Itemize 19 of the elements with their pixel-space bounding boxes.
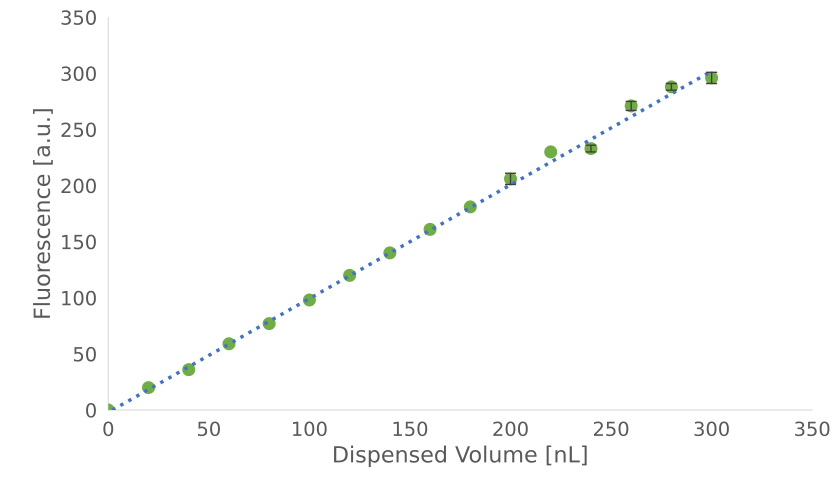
x-tick-label: 200	[493, 421, 528, 436]
x-tick-label: 50	[198, 421, 220, 436]
y-tick-label: 300	[62, 66, 96, 82]
x-tick-label: 100	[292, 421, 327, 436]
point	[544, 145, 558, 158]
x-tick-label: 0	[103, 421, 114, 436]
y-tick-label: 150	[62, 234, 96, 250]
y-tick-label: 350	[62, 10, 96, 25]
y-tick-label: 0	[86, 402, 96, 418]
y-tick-label: 250	[61, 122, 96, 138]
y-tick-label: 50	[74, 346, 96, 362]
x-tick-label: 300	[694, 421, 729, 436]
x-tick-label: 150	[394, 421, 428, 436]
x-axis-title: Dispensed Volume [nL]	[334, 446, 587, 468]
y-tick-label: 200	[61, 178, 96, 194]
y-axis-title: Fluorescence [a.u.]	[33, 109, 53, 318]
y-tick-label: 100	[62, 290, 96, 306]
x-tick-label: 350	[795, 421, 830, 436]
x-tick-label: 250	[594, 421, 628, 436]
